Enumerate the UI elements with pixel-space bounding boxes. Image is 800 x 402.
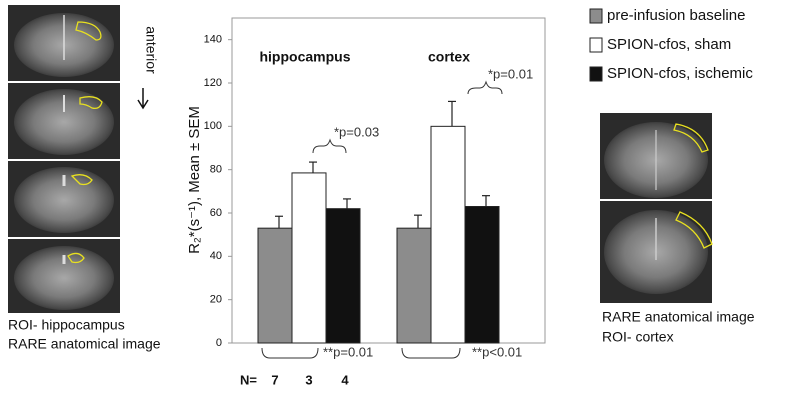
- mri-images-right: [600, 113, 713, 303]
- bar: [430, 125, 466, 344]
- caption: RARE anatomical image: [602, 309, 755, 325]
- n-label: N=: [240, 372, 257, 387]
- plot-frame: [231, 17, 546, 344]
- bar: [291, 172, 327, 344]
- n-value: 7: [271, 372, 278, 387]
- annotation: *p=0.03: [334, 124, 379, 139]
- y-tick-label: 80: [210, 164, 222, 176]
- caption: RARE anatomical image: [8, 336, 161, 352]
- group-label: cortex: [428, 49, 470, 65]
- y-tick-label: 100: [204, 120, 222, 132]
- legend-label: SPION-cfos, sham: [607, 36, 731, 53]
- bar: [464, 206, 500, 344]
- annotation: **p<0.01: [472, 344, 522, 359]
- y-tick-label: 140: [204, 34, 222, 46]
- y-tick-label: 60: [210, 207, 222, 219]
- y-axis-label: R₂*(s⁻¹), Mean ± SEM: [186, 106, 203, 254]
- bar: [325, 208, 361, 344]
- caption: ROI- hippocampus: [8, 317, 125, 333]
- brackets: [261, 80, 503, 359]
- legend-swatch: [589, 66, 603, 82]
- y-tick-label: 40: [210, 250, 222, 262]
- y-tick-label: 20: [210, 294, 222, 306]
- bar: [396, 227, 432, 344]
- bar: [257, 227, 293, 344]
- arrow-label: anterior: [143, 26, 159, 74]
- y-tick-label: 0: [216, 337, 222, 349]
- legend-label: SPION-cfos, ischemic: [607, 65, 753, 82]
- caption: ROI- cortex: [602, 329, 674, 345]
- legend-label: pre-infusion baseline: [607, 7, 745, 24]
- annotation: *p=0.01: [488, 66, 533, 81]
- n-value: 3: [305, 372, 312, 387]
- arrow: [137, 88, 149, 110]
- group-label: hippocampus: [259, 49, 350, 65]
- n-value: 4: [341, 372, 349, 387]
- legend-swatch: [589, 37, 603, 53]
- y-tick-label: 120: [204, 77, 222, 89]
- annotation: **p=0.01: [323, 344, 373, 359]
- legend-swatch: [589, 8, 603, 24]
- mri-images-left: [8, 5, 120, 313]
